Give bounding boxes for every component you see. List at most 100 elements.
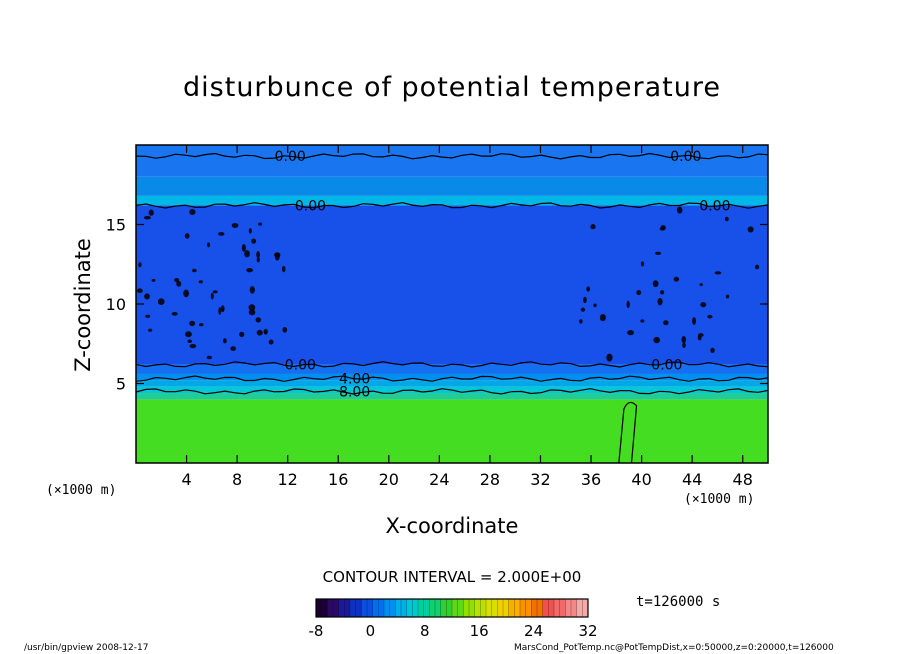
contour-blob (248, 228, 252, 234)
contour-blob (256, 329, 263, 336)
heatmap-layer-1 (136, 393, 768, 400)
contour-blob (148, 328, 153, 332)
contour-blob (599, 314, 606, 322)
contour-blob (148, 209, 154, 216)
contour-blob (682, 342, 686, 349)
contour-line-3 (135, 202, 769, 209)
contour-blob (241, 243, 246, 252)
contour-blob (281, 265, 286, 273)
contour-blob (697, 333, 704, 337)
contour-blob (198, 280, 203, 284)
contour-blob (282, 326, 288, 333)
x-tick-label-36: 36 (581, 470, 601, 489)
contour-blob (189, 320, 196, 327)
heatmap-layer-7 (136, 195, 768, 206)
heatmap-layer-6 (136, 205, 768, 365)
contour-blob (176, 281, 182, 287)
contour-label-3-0: 0.00 (295, 198, 326, 214)
contour-blob (249, 286, 255, 294)
contour-label-1-0: 4.00 (339, 372, 370, 388)
contour-blob (256, 257, 260, 263)
colorbar-swatch-14 (474, 599, 487, 617)
x-tick-label-40: 40 (631, 470, 651, 489)
contour-blob (183, 289, 189, 298)
contour-blob (145, 314, 151, 318)
contour-blob (248, 304, 256, 311)
contour-blob (700, 301, 707, 308)
colorbar-tick-label-0: -8 (309, 622, 324, 640)
x-axis-label: X-coordinate (385, 514, 519, 538)
contour-blob (263, 328, 268, 334)
contour-label-0-1: 0.00 (651, 357, 682, 373)
colorbar-swatch-5 (372, 599, 385, 617)
colorbar-swatch-22 (565, 599, 578, 617)
contour-blob (248, 309, 256, 316)
colorbar-swatch-23 (576, 599, 589, 617)
contour-blob (673, 276, 680, 282)
contour-feature (618, 401, 638, 464)
chart-title: disturbunce of potential temperature (183, 72, 721, 103)
contour-blob (580, 307, 586, 312)
contour-blob (660, 290, 665, 295)
contour-blob (184, 233, 190, 239)
contour-blob (246, 267, 254, 273)
contour-blob (189, 208, 196, 216)
contour-blob (173, 278, 180, 283)
contour-blob (255, 317, 262, 323)
x-tick-label-20: 20 (379, 470, 399, 489)
contour-blob (676, 206, 683, 214)
contour-blob (692, 317, 697, 325)
contour-blob (244, 250, 250, 258)
x-tick-label-44: 44 (682, 470, 702, 489)
footer-command: /usr/bin/gpview 2008-12-17 (24, 643, 149, 653)
contour-blob (239, 331, 245, 338)
contour-blob (681, 335, 687, 344)
contour-blob (593, 303, 597, 308)
contour-blob (222, 338, 227, 344)
contour-line-0 (135, 361, 769, 368)
x-tick-label-48: 48 (733, 470, 753, 489)
colorbar-swatch-20 (542, 599, 555, 617)
contour-blob (189, 344, 197, 349)
contour-blob (655, 251, 662, 256)
contour-interval-label: CONTOUR INTERVAL = 2.000E+00 (322, 568, 582, 586)
contour-blob (640, 261, 645, 267)
y-tick-label-10: 10 (106, 295, 126, 314)
colorbar-tick-label-1: 0 (366, 622, 376, 640)
y-tick-label-15: 15 (106, 216, 126, 235)
contour-label-2-0: 8.00 (339, 384, 370, 400)
contour-blob (636, 289, 642, 296)
footer-source: MarsCond_PotTemp.nc@PotTempDist,x=0:5000… (514, 643, 834, 653)
contour-label-3-1: 0.00 (699, 198, 730, 214)
colorbar-tick-label-4: 24 (524, 622, 543, 640)
contour-label-4-0: 0.00 (275, 149, 306, 165)
contour-blob (206, 355, 213, 360)
x-tick-label-4: 4 (181, 470, 191, 489)
x-tick-label-32: 32 (530, 470, 550, 489)
colorbar-swatch-3 (350, 599, 362, 617)
heatmap-layer-9 (136, 145, 768, 177)
contour-blob (626, 300, 630, 309)
time-label: t=126000 s (636, 594, 721, 610)
contour-blob (151, 278, 156, 282)
contour-blob (143, 215, 151, 220)
contour-blob (157, 298, 165, 305)
contour-blob (586, 286, 590, 292)
contour-blob (640, 319, 645, 323)
contour-blob (627, 329, 635, 336)
colorbar-swatch-21 (554, 599, 566, 617)
contour-blob (212, 290, 218, 294)
contour-blob (725, 294, 730, 299)
contour-blob (231, 223, 239, 228)
contour-blob (144, 293, 150, 300)
colorbar-swatch-15 (486, 599, 498, 617)
contour-blob (273, 252, 281, 258)
heatmap-layer-0 (136, 399, 768, 463)
contour-blob (251, 238, 257, 244)
colorbar-tick-label-5: 32 (578, 622, 597, 640)
colorbar-swatch-10 (429, 599, 442, 617)
contour-blob (256, 251, 261, 258)
contour-blob (714, 271, 722, 275)
contour-blob (699, 283, 703, 287)
